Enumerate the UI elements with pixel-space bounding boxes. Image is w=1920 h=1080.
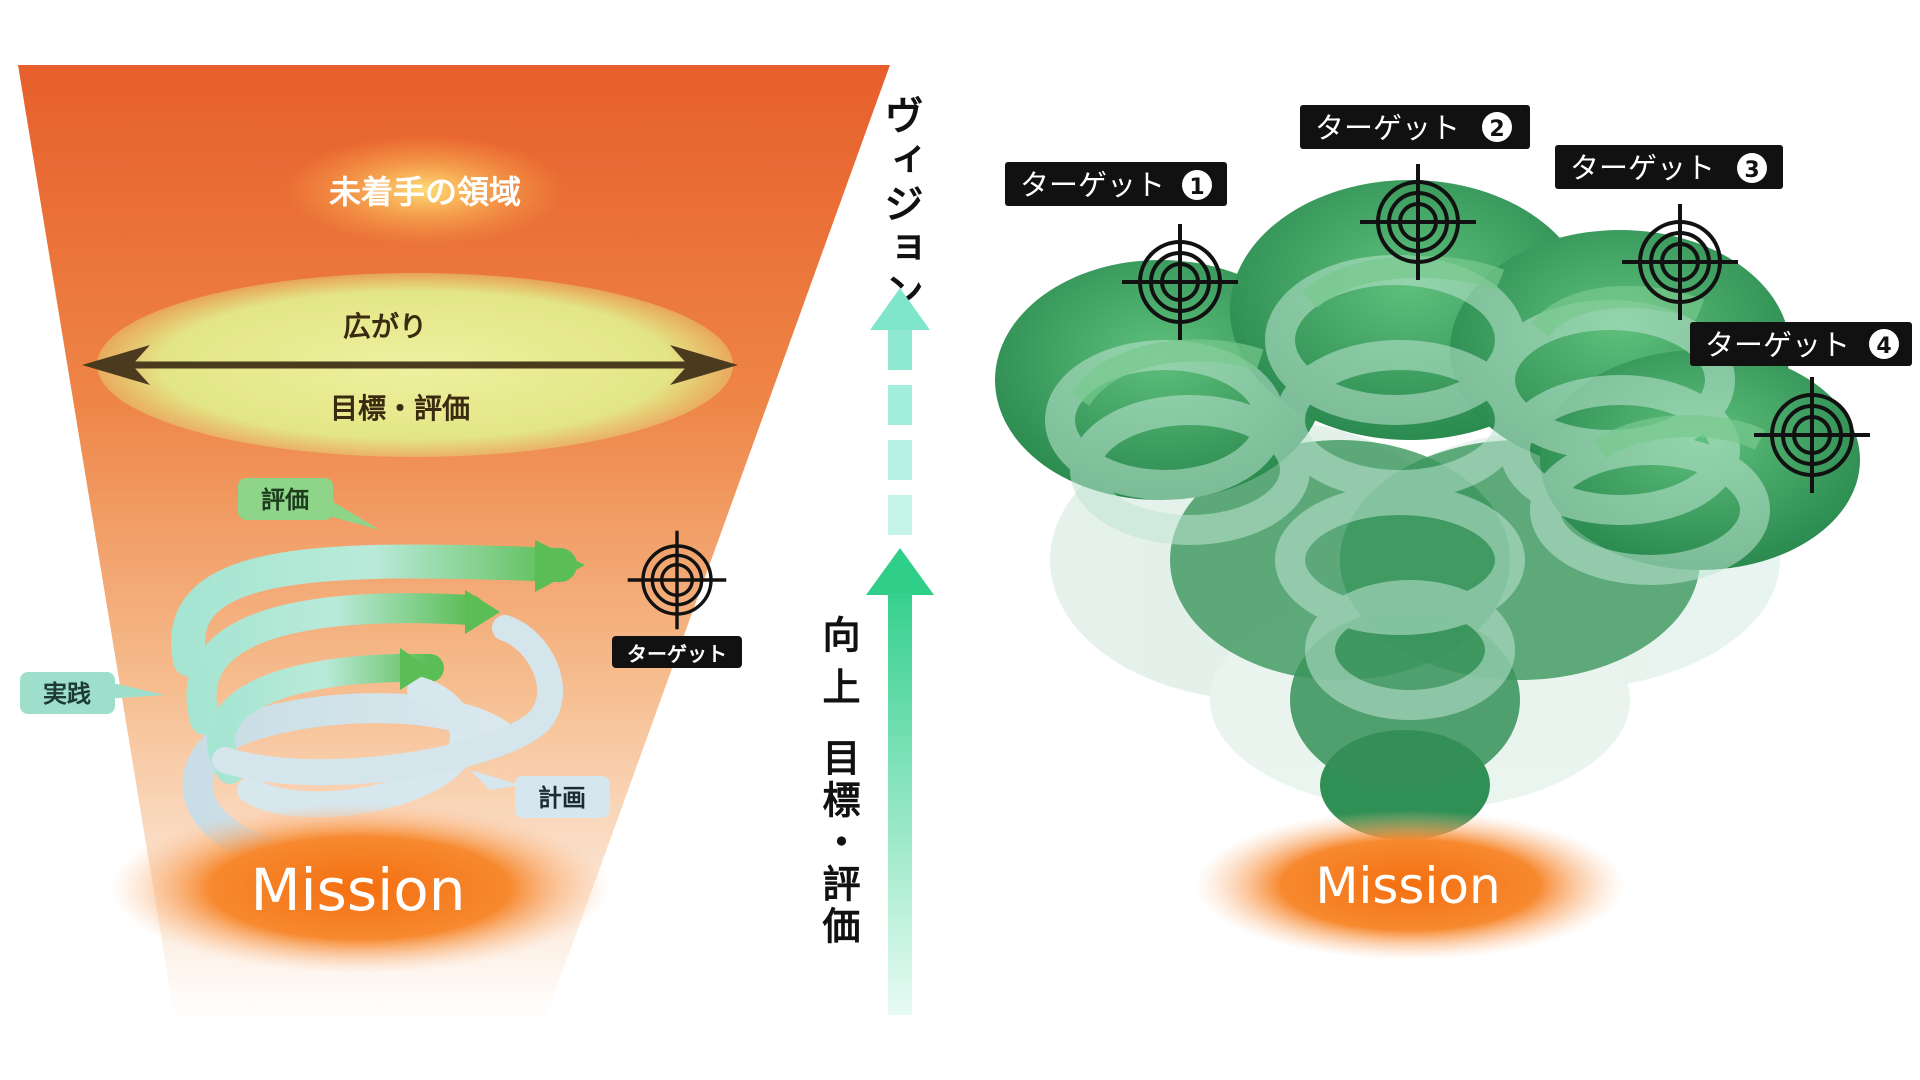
vision-dash-3 <box>888 440 912 480</box>
vision-panel: ヴィジョン 向上 目標・評価 <box>816 95 934 1015</box>
target-3-tag: ターゲット 3 <box>1555 145 1783 189</box>
svg-text:4: 4 <box>1876 334 1891 359</box>
spread-label: 広がり <box>343 310 427 343</box>
unexplored-glow <box>285 135 565 245</box>
unexplored-label: 未着手の領域 <box>329 173 521 211</box>
svg-text:評価: 評価 <box>261 486 309 514</box>
improve-arrow-head <box>866 548 934 595</box>
goal-eval-label: 目標・評価 <box>330 392 470 425</box>
spiral-coil-1 <box>171 544 577 677</box>
tree-coils <box>995 180 1860 840</box>
svg-text:ターゲット: ターゲット <box>1020 168 1165 202</box>
spiral-arrow-3 <box>400 648 432 690</box>
mission-label-right: Mission <box>1315 857 1500 915</box>
plan-tag: 計画 <box>470 770 610 818</box>
vision-dash-1 <box>888 330 912 370</box>
growth-tree-panel: ターゲット 1 ターゲット 2 ターゲット 3 ターゲット 4 Mission <box>995 105 1912 960</box>
svg-text:ターゲット: ターゲット <box>1315 111 1460 145</box>
improve-label: 向上 <box>816 615 860 719</box>
spiral-coil-3 <box>207 653 444 784</box>
goal-eval-vertical: 目標・評価 <box>816 738 861 948</box>
mission-label-left: Mission <box>251 856 466 924</box>
eval-tag: 評価 <box>238 478 380 530</box>
spiral-coil-2 <box>186 593 485 735</box>
svg-text:1: 1 <box>1189 175 1204 200</box>
target-2-tag: ターゲット 2 <box>1300 105 1530 149</box>
spiral-arrow-1 <box>535 540 585 592</box>
svg-text:計画: 計画 <box>538 784 586 812</box>
funnel-panel: 未着手の領域 広がり 目標・評価 評価 <box>18 65 890 1020</box>
spiral-arrow-2 <box>465 590 500 634</box>
vision-dash-2 <box>888 385 912 425</box>
improve-arrow-shaft <box>888 593 912 1015</box>
mission-glow-left <box>110 803 610 973</box>
vision-dash-4 <box>888 495 912 535</box>
vision-arrow-head <box>870 288 930 330</box>
svg-text:実践: 実践 <box>43 680 91 708</box>
svg-text:ターゲット: ターゲット <box>627 642 727 666</box>
svg-text:ターゲット: ターゲット <box>1570 151 1715 185</box>
pdca-spiral <box>171 540 585 875</box>
spread-double-arrow <box>82 345 738 385</box>
svg-text:2: 2 <box>1489 117 1504 142</box>
target-tag: ターゲット <box>612 636 742 668</box>
target-4-tag: ターゲット 4 <box>1690 322 1912 366</box>
svg-text:ターゲット: ターゲット <box>1705 328 1850 362</box>
vision-label: ヴィジョン <box>877 95 923 315</box>
target-1-tag: ターゲット 1 <box>1005 162 1227 206</box>
svg-text:3: 3 <box>1744 158 1759 183</box>
mission-glow-right <box>1195 810 1625 960</box>
practice-tag: 実践 <box>20 672 165 714</box>
